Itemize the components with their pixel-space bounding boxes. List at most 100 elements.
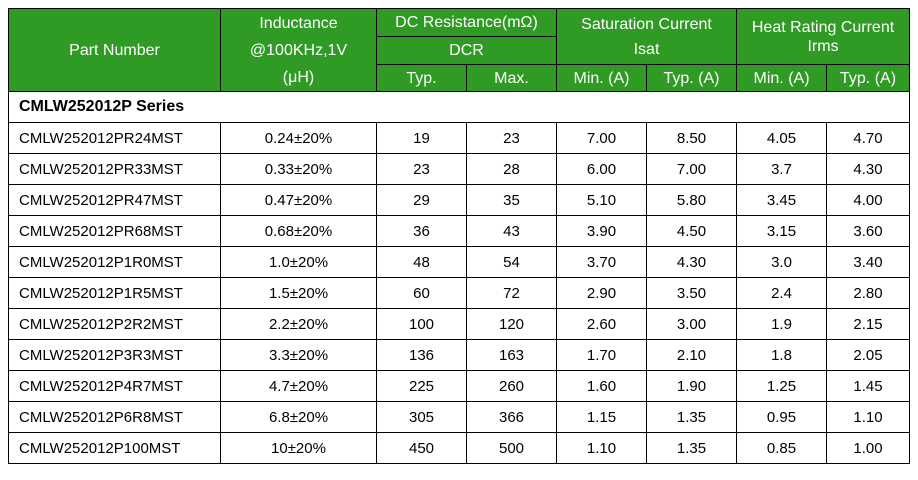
cell-part: CMLW252012PR47MST <box>8 184 221 216</box>
cell-isat-typ: 8.50 <box>645 122 738 154</box>
cell-isat-min: 3.70 <box>556 246 647 278</box>
table-row: CMLW252012P1R0MST 1.0±20% 48 54 3.70 4.30 3.0 3… <box>8 246 911 278</box>
cell-dcr-typ: 19 <box>376 122 467 154</box>
cell-part: CMLW252012P6R8MST <box>8 401 221 433</box>
cell-irms-typ: 4.30 <box>826 153 911 185</box>
cell-isat-typ: 7.00 <box>645 153 738 185</box>
cell-isat-typ: 1.35 <box>645 432 738 464</box>
cell-isat-min: 2.90 <box>556 277 647 309</box>
cell-irms-min: 2.4 <box>736 277 828 309</box>
cell-dcr-max: 366 <box>466 401 557 433</box>
cell-irms-min: 3.0 <box>736 246 828 278</box>
header-inductance-line1: Inductance <box>259 14 338 32</box>
cell-part: CMLW252012P1R5MST <box>8 277 221 309</box>
header-isat-min: Min. (A) <box>556 64 647 92</box>
cell-irms-typ: 2.15 <box>826 308 911 340</box>
cell-inductance: 6.8±20% <box>220 401 377 433</box>
header-dcr-max: Max. <box>466 64 557 92</box>
series-row: CMLW252012P Series <box>7 91 911 123</box>
cell-isat-typ: 5.80 <box>645 184 738 216</box>
cell-dcr-typ: 100 <box>376 308 467 340</box>
header-irms-typ: Typ. (A) <box>826 64 911 92</box>
cell-part: CMLW252012P1R0MST <box>8 246 221 278</box>
header-isat-typ: Typ. (A) <box>645 64 738 92</box>
cell-isat-min: 7.00 <box>556 122 647 154</box>
cell-dcr-typ: 36 <box>376 215 467 247</box>
table-body: CMLW252012P Series CMLW252012PR24MST 0.24… <box>7 91 911 464</box>
header-isat-line1: Saturation Current <box>581 15 712 33</box>
cell-inductance: 10±20% <box>220 432 377 464</box>
cell-inductance: 0.68±20% <box>220 215 377 247</box>
cell-isat-min: 2.60 <box>556 308 647 340</box>
cell-inductance: 4.7±20% <box>220 370 377 402</box>
table-row: CMLW252012PR47MST 0.47±20% 29 35 5.10 5.80 3.4… <box>8 184 911 216</box>
cell-part: CMLW252012PR33MST <box>8 153 221 185</box>
table-row: CMLW252012PR68MST 0.68±20% 36 43 3.90 4.50 3.1… <box>8 215 911 247</box>
header-irms: Heat Rating Current Irms <box>736 8 911 65</box>
header-inductance: Inductance @100KHz,1V (μH) <box>220 8 377 92</box>
cell-dcr-typ: 60 <box>376 277 467 309</box>
header-dcr-line2: DCR <box>376 36 557 65</box>
table-row: CMLW252012P100MST 10±20% 450 500 1.10 1.35 0.8… <box>8 432 911 464</box>
cell-dcr-max: 23 <box>466 122 557 154</box>
cell-part: CMLW252012P2R2MST <box>8 308 221 340</box>
cell-isat-typ: 2.10 <box>645 339 738 371</box>
cell-isat-min: 1.70 <box>556 339 647 371</box>
table-row: CMLW252012P3R3MST 3.3±20% 136 163 1.70 2.10 1.… <box>8 339 911 371</box>
cell-dcr-max: 500 <box>466 432 557 464</box>
cell-dcr-max: 54 <box>466 246 557 278</box>
cell-irms-typ: 3.40 <box>826 246 911 278</box>
cell-part: CMLW252012PR24MST <box>8 122 221 154</box>
cell-dcr-max: 260 <box>466 370 557 402</box>
cell-dcr-typ: 450 <box>376 432 467 464</box>
cell-dcr-max: 43 <box>466 215 557 247</box>
spec-table-container: Part Number Inductance @100KHz,1V (μH) D… <box>7 8 911 464</box>
header-isat: Saturation Current Isat <box>555 8 738 65</box>
header-irms-min: Min. (A) <box>736 64 828 92</box>
cell-irms-typ: 2.80 <box>826 277 911 309</box>
cell-irms-typ: 2.05 <box>826 339 911 371</box>
cell-irms-min: 3.45 <box>736 184 828 216</box>
cell-irms-typ: 4.70 <box>826 122 911 154</box>
header-irms-line2: Irms <box>807 37 839 55</box>
cell-inductance: 1.5±20% <box>220 277 377 309</box>
header-inductance-line3: (μH) <box>282 68 315 86</box>
cell-irms-typ: 1.45 <box>826 370 911 402</box>
cell-inductance: 0.47±20% <box>220 184 377 216</box>
cell-isat-min: 1.10 <box>556 432 647 464</box>
header-irms-line1: Heat Rating Current <box>751 18 895 36</box>
cell-dcr-typ: 29 <box>376 184 467 216</box>
cell-isat-min: 5.10 <box>556 184 647 216</box>
cell-dcr-typ: 305 <box>376 401 467 433</box>
cell-isat-typ: 1.90 <box>645 370 738 402</box>
table-header: Part Number Inductance @100KHz,1V (μH) D… <box>8 8 911 92</box>
cell-part: CMLW252012P100MST <box>8 432 221 464</box>
cell-irms-min: 3.15 <box>736 215 828 247</box>
cell-isat-min: 1.60 <box>556 370 647 402</box>
table-row: CMLW252012P1R5MST 1.5±20% 60 72 2.90 3.50 2.4 2… <box>8 277 911 309</box>
table-row: CMLW252012P4R7MST 4.7±20% 225 260 1.60 1.90 1.… <box>8 370 911 402</box>
cell-irms-min: 1.9 <box>736 308 828 340</box>
cell-part: CMLW252012P3R3MST <box>8 339 221 371</box>
cell-inductance: 0.33±20% <box>220 153 377 185</box>
cell-inductance: 2.2±20% <box>220 308 377 340</box>
cell-isat-min: 1.15 <box>556 401 647 433</box>
cell-irms-min: 1.25 <box>736 370 828 402</box>
cell-isat-min: 6.00 <box>556 153 647 185</box>
cell-dcr-typ: 136 <box>376 339 467 371</box>
cell-irms-min: 0.95 <box>736 401 828 433</box>
cell-irms-typ: 1.10 <box>826 401 911 433</box>
header-part-number: Part Number <box>8 8 221 92</box>
cell-dcr-typ: 23 <box>376 153 467 185</box>
table-row: CMLW252012P2R2MST 2.2±20% 100 120 2.60 3.00 1.… <box>8 308 911 340</box>
cell-isat-typ: 4.50 <box>645 215 738 247</box>
cell-dcr-max: 35 <box>466 184 557 216</box>
cell-isat-typ: 3.00 <box>645 308 738 340</box>
header-dcr-line1: DC Resistance(mΩ) <box>376 8 557 37</box>
cell-dcr-typ: 225 <box>376 370 467 402</box>
cell-dcr-max: 120 <box>466 308 557 340</box>
cell-inductance: 1.0±20% <box>220 246 377 278</box>
cell-part: CMLW252012P4R7MST <box>8 370 221 402</box>
cell-isat-min: 3.90 <box>556 215 647 247</box>
header-inductance-line2: @100KHz,1V <box>249 41 348 59</box>
